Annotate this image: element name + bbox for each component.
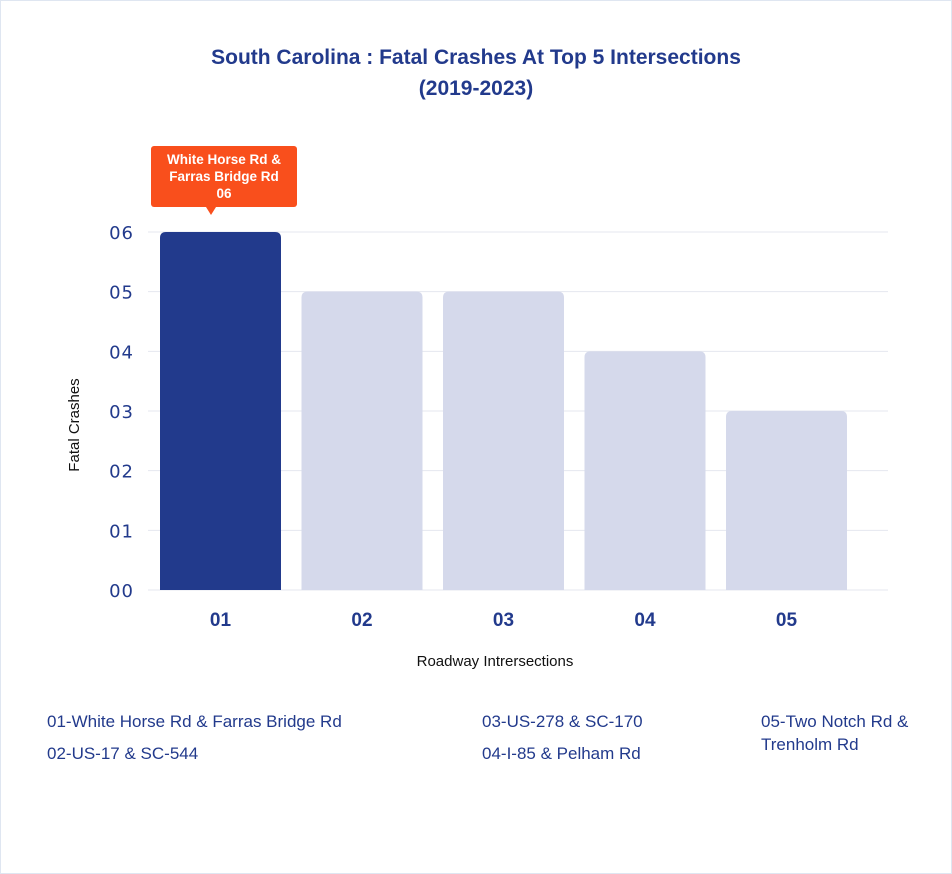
x-axis-ticks: 01 02 03 04 05 bbox=[210, 610, 798, 631]
y-tick-label: 02 bbox=[109, 462, 134, 483]
callout-label-line-2: Farras Bridge Rd bbox=[169, 169, 279, 184]
callout-pointer bbox=[206, 207, 216, 215]
legend-item-04: 04-I-85 & Pelham Rd bbox=[482, 744, 641, 763]
highlight-callout: White Horse Rd & Farras Bridge Rd 06 bbox=[151, 146, 297, 215]
x-tick-label-03: 03 bbox=[493, 610, 514, 631]
bar-03 bbox=[443, 291, 564, 590]
x-axis-label: Roadway Intrersections bbox=[417, 653, 574, 670]
bar-05 bbox=[726, 411, 847, 590]
y-tick-label: 01 bbox=[109, 521, 134, 542]
y-axis-label: Fatal Crashes bbox=[66, 378, 83, 471]
y-tick-label: 03 bbox=[109, 402, 134, 423]
bar-04 bbox=[584, 351, 706, 590]
legend-item-05: 05-Two Notch Rd & Trenholm Rd bbox=[761, 712, 909, 754]
callout-value: 06 bbox=[216, 186, 232, 201]
y-tick-label: 00 bbox=[109, 581, 134, 602]
chart-title: South Carolina : Fatal Crashes At Top 5 … bbox=[0, 42, 952, 104]
x-tick-label-04: 04 bbox=[634, 610, 656, 631]
chart-title-line-2: (2019-2023) bbox=[418, 77, 534, 100]
y-tick-label: 04 bbox=[109, 342, 134, 363]
legend-item-03: 03-US-278 & SC-170 bbox=[482, 712, 643, 731]
chart-title-line-1: South Carolina : Fatal Crashes At Top 5 … bbox=[211, 46, 741, 69]
bars bbox=[160, 232, 847, 590]
bar-02 bbox=[301, 291, 423, 590]
callout-label-line-1: White Horse Rd & bbox=[167, 152, 281, 167]
bar-01 bbox=[160, 232, 281, 590]
y-axis-ticks: 00 01 02 03 04 05 06 bbox=[109, 223, 134, 602]
legend-item-01: 01-White Horse Rd & Farras Bridge Rd bbox=[47, 712, 342, 731]
y-tick-label: 05 bbox=[109, 283, 134, 304]
x-tick-label-02: 02 bbox=[351, 610, 372, 631]
x-tick-label-05: 05 bbox=[776, 610, 798, 631]
y-tick-label: 06 bbox=[109, 223, 134, 244]
legend-item-02: 02-US-17 & SC-544 bbox=[47, 744, 199, 763]
x-tick-label-01: 01 bbox=[210, 610, 232, 631]
callout-box bbox=[151, 146, 297, 207]
